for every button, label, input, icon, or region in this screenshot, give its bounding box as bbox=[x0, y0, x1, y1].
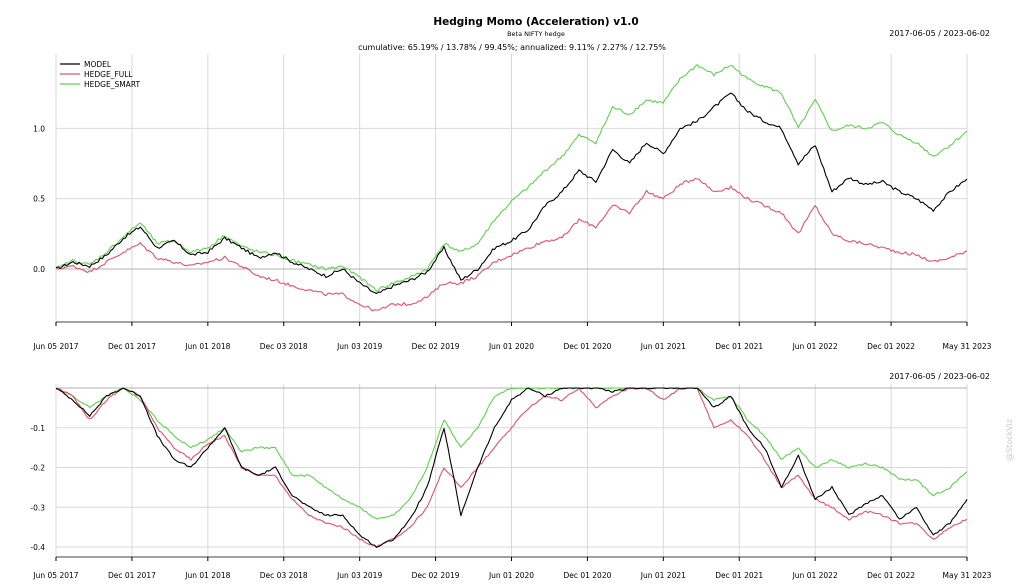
bottom-panel: Jun 05 2017 Dec 01 2017 Jun 01 2018 Dec 03 … bbox=[30, 384, 992, 580]
y-tick-label: 1.0 bbox=[33, 124, 45, 133]
x-tick-label: Dec 02 2019 bbox=[412, 342, 460, 351]
x-tick-label: Jun 01 2021 bbox=[640, 571, 686, 580]
bottom-date-range: 2017-06-05 / 2023-06-02 bbox=[889, 372, 990, 381]
legend-label-hedge-full: HEDGE_FULL bbox=[84, 70, 133, 79]
chart-stats: cumulative: 65.19% / 13.78% / 99.45%; an… bbox=[358, 43, 666, 52]
series-line-model bbox=[55, 387, 968, 548]
legend-label-hedge-smart: HEDGE_SMART bbox=[84, 80, 140, 89]
y-tick-label: 0.5 bbox=[33, 195, 45, 204]
x-tick-label: Dec 02 2019 bbox=[412, 571, 460, 580]
top-panel: Jun 05 2017 Dec 01 2017 Jun 01 2018 Dec 03 … bbox=[32, 54, 992, 351]
y-tick-label: -0.3 bbox=[30, 503, 45, 512]
series-line-hedge-full bbox=[55, 177, 968, 312]
x-tick-label: Dec 01 2022 bbox=[867, 342, 915, 351]
watermark: @StockViz bbox=[1005, 419, 1014, 461]
x-tick-label: Jun 03 2019 bbox=[336, 571, 382, 580]
x-tick-label: Jun 01 2022 bbox=[792, 571, 838, 580]
x-tick-label: Dec 01 2020 bbox=[563, 571, 611, 580]
series-line-model bbox=[55, 92, 968, 295]
x-tick-label: Jun 05 2017 bbox=[32, 571, 78, 580]
x-tick-label: Jun 05 2017 bbox=[32, 342, 78, 351]
x-tick-label: Dec 01 2021 bbox=[715, 342, 763, 351]
x-tick-label: Dec 01 2017 bbox=[108, 571, 156, 580]
x-tick-label: May 31 2023 bbox=[943, 571, 992, 580]
x-tick-label: Jun 03 2019 bbox=[336, 342, 382, 351]
x-tick-label: Jun 01 2021 bbox=[640, 342, 686, 351]
y-tick-label: -0.2 bbox=[30, 464, 45, 473]
x-tick-label: Dec 01 2017 bbox=[108, 342, 156, 351]
y-tick-label: 0.0 bbox=[33, 265, 45, 274]
legend: MODEL HEDGE_FULL HEDGE_SMART bbox=[60, 60, 140, 89]
legend-label-model: MODEL bbox=[84, 60, 112, 69]
x-tick-label: Jun 01 2020 bbox=[488, 571, 534, 580]
x-tick-label: Jun 01 2018 bbox=[184, 571, 230, 580]
x-tick-label: Jun 01 2018 bbox=[184, 342, 230, 351]
x-tick-label: Dec 01 2020 bbox=[563, 342, 611, 351]
x-tick-label: Dec 03 2018 bbox=[260, 342, 308, 351]
x-tick-label: Jun 01 2022 bbox=[792, 342, 838, 351]
x-tick-label: Dec 01 2022 bbox=[867, 571, 915, 580]
y-tick-label: -0.1 bbox=[30, 424, 45, 433]
chart-title: Hedging Momo (Acceleration) v1.0 bbox=[433, 16, 638, 28]
x-tick-label: Dec 01 2021 bbox=[715, 571, 763, 580]
x-tick-label: Dec 03 2018 bbox=[260, 571, 308, 580]
x-tick-label: May 31 2023 bbox=[943, 342, 992, 351]
series-line-hedge-smart bbox=[55, 387, 968, 520]
y-tick-label: -0.4 bbox=[30, 543, 45, 552]
top-date-range: 2017-06-05 / 2023-06-02 bbox=[889, 29, 990, 38]
chart-subtitle: Beta NIFTY hedge bbox=[507, 30, 565, 38]
x-tick-label: Jun 01 2020 bbox=[488, 342, 534, 351]
series-line-hedge-smart bbox=[55, 64, 968, 292]
